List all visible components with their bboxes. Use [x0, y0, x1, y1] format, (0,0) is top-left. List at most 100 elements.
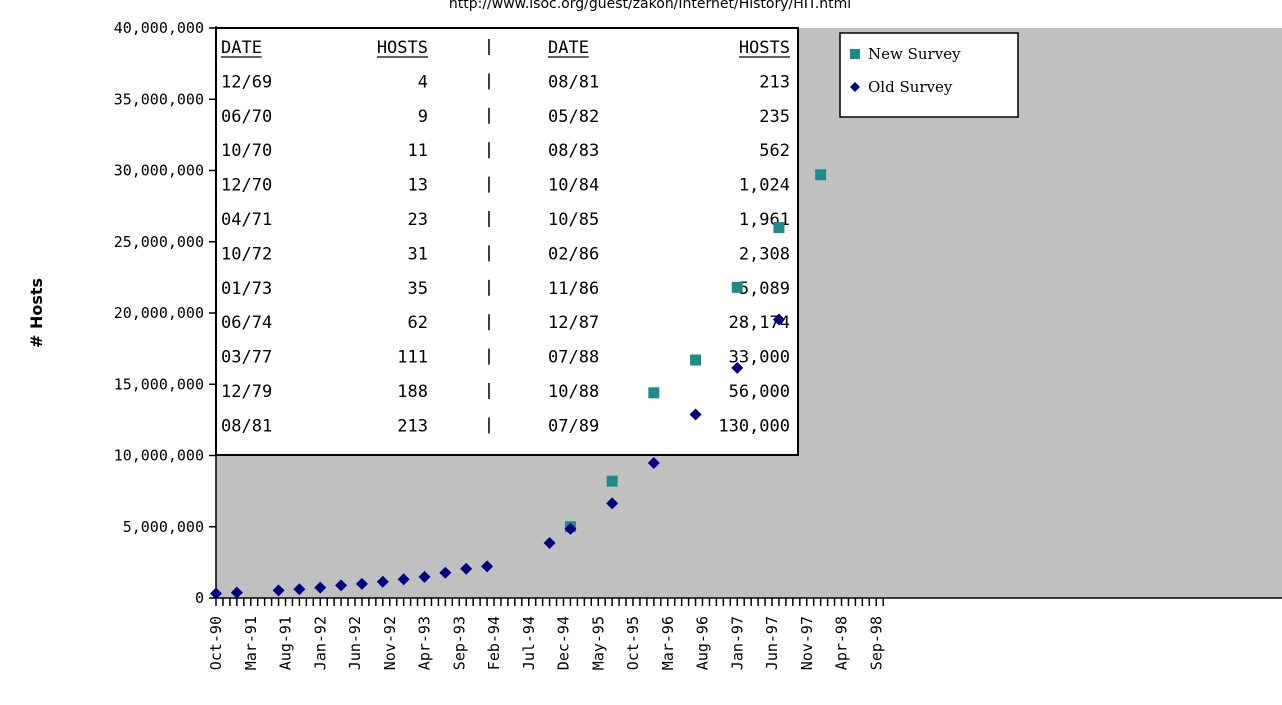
new-survey-point — [690, 354, 702, 366]
new-survey-point — [773, 222, 785, 233]
table-cell: 12/69 — [221, 72, 272, 92]
x-tick-label: May-95 — [589, 616, 607, 670]
new-survey-point — [606, 475, 618, 487]
x-axis: Oct-90 Mar-91 Aug-91 Jan-92 Jun-92 Nov-92 Apr-… — [207, 597, 1282, 670]
old-survey-point — [314, 581, 327, 594]
table-cell: 130,000 — [718, 416, 790, 436]
old-survey-point — [397, 573, 410, 586]
table-cell: 03/77 — [221, 348, 272, 368]
table-cell: 33,000 — [729, 348, 790, 368]
old-survey-point — [772, 313, 785, 326]
x-tick-label: Aug-91 — [277, 616, 295, 670]
table-cell: 213 — [397, 416, 428, 436]
table-cell: 05/82 — [548, 107, 599, 127]
data-table: DATE HOSTS DATE HOSTS 12/69 4 08/81 213 06/70 9 05… — [215, 27, 799, 456]
legend-label: New Survey — [868, 45, 961, 63]
old-survey-point — [272, 584, 285, 597]
table-cell: 07/88 — [548, 348, 599, 368]
table-cell: 56,000 — [729, 382, 790, 402]
legend-label: Old Survey — [868, 78, 953, 96]
table-cell: 9 — [418, 107, 428, 127]
old-survey-point — [230, 586, 243, 599]
x-tick-label: Nov-97 — [798, 616, 816, 670]
y-axis: 0 5,000,000 10,000,000 15,000,000 20,000,000… — [114, 19, 217, 607]
old-survey-point — [731, 361, 744, 374]
table-cell: 31 — [408, 244, 428, 264]
x-tick-label: Jul-94 — [520, 616, 538, 670]
old-survey-point — [543, 536, 556, 549]
old-survey-point — [376, 575, 389, 588]
legend-square-marker — [850, 49, 860, 59]
y-tick-label: 40,000,000 — [114, 19, 204, 37]
y-tick-label: 10,000,000 — [114, 447, 204, 465]
table-cell: 12/87 — [548, 313, 599, 333]
table-cell: 12/79 — [221, 382, 272, 402]
old-survey-point — [439, 566, 452, 579]
table-cell: 06/70 — [221, 107, 272, 127]
table-cell: 10/70 — [221, 141, 272, 161]
table-cell: 08/81 — [221, 416, 272, 436]
old-survey-point — [647, 457, 660, 470]
table-cell: 11/86 — [548, 279, 599, 299]
table-cell: 10/72 — [221, 244, 272, 264]
x-tick-label: Jun-92 — [346, 616, 364, 670]
y-axis-label: # Hosts — [27, 278, 46, 348]
old-survey-point — [564, 522, 577, 535]
data-points — [210, 69, 868, 600]
old-survey-point — [293, 583, 306, 596]
x-tick-label: Mar-91 — [242, 616, 260, 670]
x-tick-label: Jan-97 — [728, 616, 746, 670]
table-cell: 10/84 — [548, 176, 599, 196]
table-header-cell: HOSTS — [739, 38, 790, 58]
table-cell: 10/85 — [548, 210, 599, 230]
table-cell: 08/83 — [548, 141, 599, 161]
old-survey-point — [460, 562, 473, 575]
table-cell: 562 — [759, 141, 790, 161]
data-table-box — [215, 27, 799, 456]
x-tick-label: Feb-94 — [485, 616, 503, 670]
table-cell: 07/89 — [548, 416, 599, 436]
chart-title: http://www.isoc.org/guest/zakon/Internet… — [449, 0, 851, 12]
table-cell: 213 — [759, 72, 790, 92]
new-survey-point — [731, 281, 743, 293]
old-survey-point — [210, 587, 222, 600]
table-cell: 10/88 — [548, 382, 599, 402]
x-tick-label: Sep-98 — [867, 616, 885, 670]
table-cell: 08/81 — [548, 72, 599, 92]
x-tick-label: Aug-96 — [694, 616, 712, 670]
old-survey-point — [689, 408, 702, 421]
y-tick-label: 5,000,000 — [123, 518, 204, 536]
old-survey-point — [335, 579, 348, 592]
table-cell: 23 — [408, 210, 428, 230]
y-tick-label: 35,000,000 — [114, 90, 204, 108]
table-cell: 111 — [397, 348, 428, 368]
x-tick-label: Mar-96 — [659, 616, 677, 670]
legend: New Survey Old Survey — [839, 32, 1019, 118]
y-tick-label: 20,000,000 — [114, 304, 204, 322]
x-tick-label: Sep-93 — [450, 616, 468, 670]
new-survey-point — [815, 169, 827, 181]
table-cell: 62 — [408, 313, 428, 333]
old-survey-point — [418, 570, 431, 583]
x-tick-label: Apr-93 — [416, 616, 434, 670]
table-cell: 04/71 — [221, 210, 272, 230]
table-cell: 02/86 — [548, 244, 599, 264]
x-tick-label: Jan-92 — [311, 616, 329, 670]
old-survey-point — [606, 497, 619, 510]
table-cell: 188 — [397, 382, 428, 402]
x-tick-label: Apr-98 — [833, 616, 851, 670]
table-cell: 01/73 — [221, 279, 272, 299]
x-tick-label: Oct-95 — [624, 616, 642, 670]
table-cell: 35 — [408, 279, 428, 299]
x-tick-label: Dec-94 — [555, 616, 573, 670]
table-cell: 13 — [408, 176, 428, 196]
y-tick-label: 30,000,000 — [114, 162, 204, 180]
table-cell: 2,308 — [739, 244, 790, 264]
y-tick-label: 15,000,000 — [114, 375, 204, 393]
table-header-cell: DATE — [548, 38, 589, 58]
table-header-cell: DATE — [221, 38, 262, 58]
table-cell: 06/74 — [221, 313, 272, 333]
table-cell: 11 — [408, 141, 428, 161]
y-tick-label: 0 — [195, 589, 204, 607]
